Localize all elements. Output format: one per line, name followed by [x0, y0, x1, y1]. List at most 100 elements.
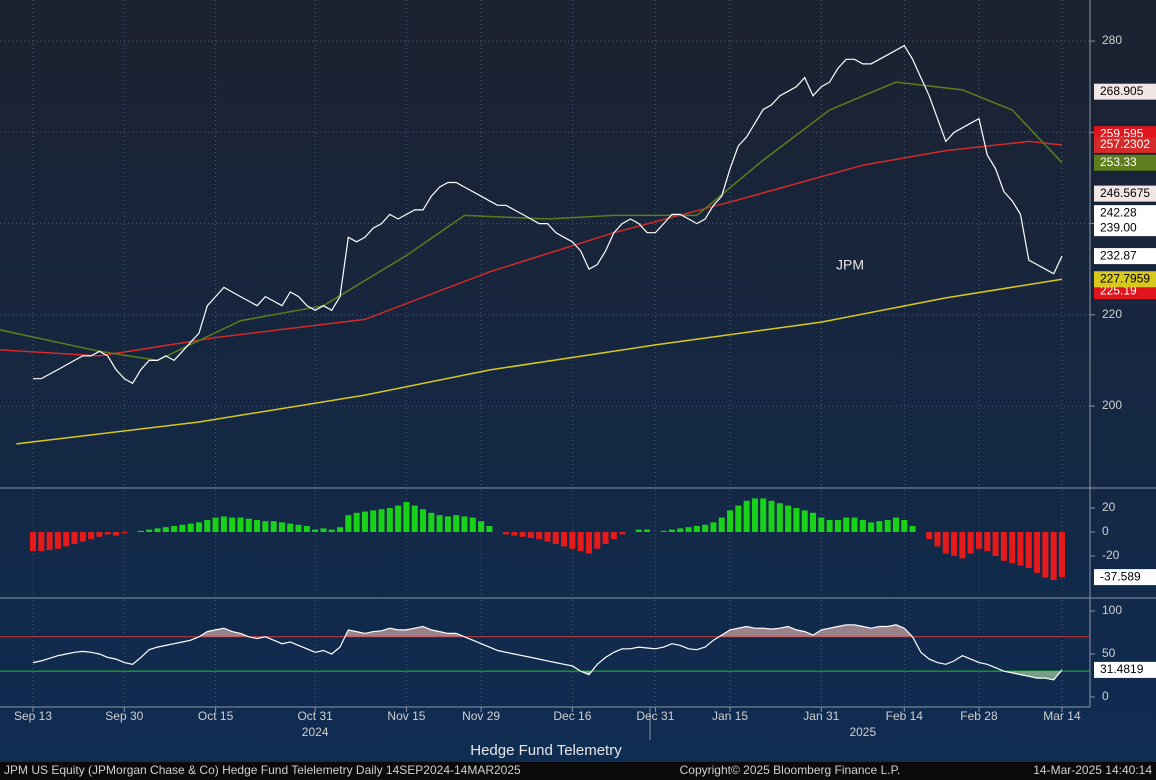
histogram-bar: [436, 515, 443, 532]
histogram-bar: [901, 520, 908, 532]
y-tick-label: 220: [1102, 307, 1122, 321]
histogram-bar: [229, 517, 236, 532]
histogram-bar: [79, 532, 86, 542]
footer-right: 14-Mar-2025 14:40:14: [1033, 763, 1152, 777]
value-label-box: [1094, 569, 1156, 586]
histogram-bar: [1058, 532, 1065, 578]
value-label-box: [1094, 205, 1156, 222]
histogram-bar: [693, 526, 700, 532]
histogram-bar: [751, 498, 758, 532]
histogram-bar: [818, 517, 825, 532]
histogram-bar: [959, 532, 966, 559]
histogram-bar: [96, 532, 103, 537]
price-line: [33, 44, 1063, 385]
x-tick-label: Nov 29: [462, 709, 500, 723]
value-label: 239.00: [1100, 220, 1137, 234]
histogram-bar: [793, 508, 800, 532]
ticker-annotation: JPM: [836, 257, 864, 273]
histogram-bar: [1025, 532, 1032, 568]
histogram-bar: [113, 532, 120, 536]
histogram-bar: [345, 515, 352, 532]
footer-center: Copyright© 2025 Bloomberg Finance L.P.: [680, 763, 901, 777]
histogram-bar: [187, 523, 194, 532]
histogram-bar: [411, 505, 418, 532]
histogram-bar: [1034, 532, 1041, 573]
histogram-bar: [478, 521, 485, 532]
histogram-bar: [1050, 532, 1057, 580]
x-tick-label: Sep 13: [14, 709, 52, 723]
histogram-bar: [1009, 532, 1016, 564]
histogram-bar: [278, 522, 285, 532]
histogram-bar: [63, 532, 70, 547]
histogram-bar: [104, 532, 111, 535]
histogram-bar: [975, 532, 982, 549]
x-tick-label: Dec 16: [553, 709, 591, 723]
histogram-bar: [926, 532, 933, 540]
histogram-bar: [868, 522, 875, 532]
histogram-bar: [834, 520, 841, 532]
histogram-bar: [685, 527, 692, 532]
moving-average: [16, 278, 1063, 445]
value-label-box: [1094, 661, 1156, 678]
histogram-bar: [585, 532, 592, 554]
histogram-bar: [270, 521, 277, 532]
histogram-bar: [137, 530, 144, 532]
value-label: 232.87: [1100, 248, 1137, 262]
histogram-bar: [88, 532, 95, 540]
histogram-bar: [146, 529, 153, 532]
histogram-bar: [660, 530, 667, 532]
value-label-box: [1094, 154, 1156, 171]
histogram-bar: [1042, 532, 1049, 578]
histogram-bar: [171, 526, 178, 532]
histogram-bar: [768, 500, 775, 532]
moving-average: [0, 81, 1063, 362]
histogram-bar: [577, 532, 584, 552]
value-label-box: [1094, 248, 1156, 265]
value-label: 31.4819: [1100, 662, 1144, 676]
year-label: 2024: [302, 725, 329, 739]
y-tick-label: 200: [1102, 398, 1122, 412]
histogram-bar: [619, 532, 626, 535]
histogram-bar: [776, 503, 783, 532]
histogram-bar: [237, 517, 244, 532]
histogram-bar: [876, 521, 883, 532]
histogram-bar: [760, 498, 767, 532]
histogram-bar: [942, 532, 949, 554]
x-tick-label: Mar 14: [1043, 709, 1081, 723]
histogram-bar: [262, 521, 269, 532]
histogram-bar: [71, 532, 78, 544]
histogram-bar: [54, 532, 61, 549]
x-tick-label: Oct 31: [297, 709, 333, 723]
histogram-bar: [702, 524, 709, 532]
y-tick-label: 0: [1102, 689, 1109, 703]
histogram-bar: [453, 515, 460, 532]
histogram-bar: [154, 528, 161, 532]
histogram-bar: [743, 500, 750, 532]
value-label: 246.5675: [1100, 186, 1150, 200]
histogram-bar: [951, 532, 958, 556]
histogram-bar: [503, 532, 510, 535]
histogram-bar: [527, 532, 534, 538]
histogram-bar: [892, 517, 899, 532]
level-fill: [199, 624, 913, 637]
histogram-bar: [984, 532, 991, 552]
histogram-bar: [378, 509, 385, 532]
histogram-bar: [204, 520, 211, 532]
x-tick-label: Feb 28: [960, 709, 998, 723]
x-tick-label: Jan 31: [803, 709, 839, 723]
histogram-bar: [179, 524, 186, 532]
histogram-bar: [519, 532, 526, 537]
x-tick-label: Nov 15: [387, 709, 425, 723]
histogram-bar: [718, 517, 725, 532]
histogram-bar: [561, 532, 568, 547]
histogram-bar: [254, 520, 261, 532]
y-tick-label: 100: [1102, 603, 1122, 617]
histogram-bar: [851, 517, 858, 532]
histogram-bar: [420, 509, 427, 532]
value-label-box: [1094, 271, 1156, 288]
histogram-bar: [337, 527, 344, 532]
histogram-bar: [511, 532, 518, 536]
histogram-bar: [370, 510, 377, 532]
